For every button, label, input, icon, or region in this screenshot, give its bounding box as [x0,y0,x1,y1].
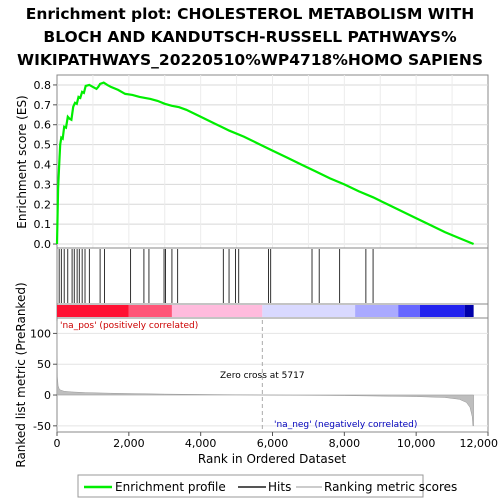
legend: Enrichment profile Hits Ranking metric s… [77,474,457,498]
es-y-tick-label: 0.1 [34,218,52,231]
colorbar-segment [464,305,474,317]
pos-correlated-label: 'na_pos' (positively correlated) [60,321,198,331]
x-tick-label: 4,000 [185,437,217,450]
colorbar-segment [398,305,420,317]
colorbar-segment [262,305,356,317]
x-tick-label: 0 [54,437,61,450]
title-line-1: Enrichment plot: CHOLESTEROL METABOLISM … [26,5,474,23]
legend-enrichment-label: Enrichment profile [115,480,226,494]
metric-plot-frame [56,317,489,433]
title-line-2: BLOCH AND KANDUTSCH-RUSSELL PATHWAYS% [43,28,457,46]
x-tick-label: 6,000 [257,437,289,450]
es-y-tick-label: 0.2 [34,198,52,211]
metric-x-ticks: 0 2,000 4,000 6,000 8,000 10,000 12,000 [54,432,499,450]
title-line-3: WIKIPATHWAYS_20220510%WP4718%HOMO SAPIEN… [17,51,483,69]
x-axis-label: Rank in Ordered Dataset [198,452,346,466]
es-y-tick-label: 0.4 [34,158,52,171]
es-y-tick-label: 0.8 [34,79,52,92]
metric-y-ticks: -50 0 50 100 [30,327,57,433]
hits-panel [56,247,489,319]
ranking-colorbar [57,305,474,317]
enrichment-profile-line [55,81,475,246]
es-y-tick-label: 0.3 [34,178,52,191]
metric-y-tick-label: -50 [33,420,51,433]
es-y-tick-label: 0.6 [34,119,52,132]
metric-y-axis-label: Ranked list metric (PreRanked) [14,282,28,467]
metric-y-tick-label: 100 [30,327,51,340]
hits-frame [56,247,489,305]
es-gridlines [57,75,488,248]
es-y-tick-label: 0.0 [34,238,52,251]
es-y-tick-label: 0.7 [34,99,52,112]
ranking-metric-area [56,321,474,427]
x-tick-label: 2,000 [113,437,145,450]
hit-lines [58,249,374,303]
legend-hits-label: Hits [268,480,291,494]
x-tick-label: 10,000 [397,437,436,450]
x-tick-label: 8,000 [329,437,361,450]
colorbar-segment [419,305,465,317]
colorbar-segment [128,305,172,317]
colorbar-segment [355,305,399,317]
colorbar-segment [57,305,129,317]
metric-y-tick-label: 50 [37,358,51,371]
neg-correlated-label: 'na_neg' (negatively correlated) [274,420,417,430]
es-y-axis-label: Enrichment score (ES) [15,95,29,228]
es-y-ticks: 0.0 0.1 0.2 0.3 0.4 0.5 0.6 0.7 0.8 [34,79,57,251]
x-tick-label: 12,000 [460,437,499,450]
colorbar-segment [171,305,263,317]
legend-metric-label: Ranking metric scores [324,480,457,494]
zero-cross-label: Zero cross at 5717 [220,371,305,381]
es-y-tick-label: 0.5 [34,139,52,152]
metric-y-tick-label: 0 [44,389,51,402]
es-panel: 0.0 0.1 0.2 0.3 0.4 0.5 0.6 0.7 0.8 Enrichment s… [15,74,489,251]
